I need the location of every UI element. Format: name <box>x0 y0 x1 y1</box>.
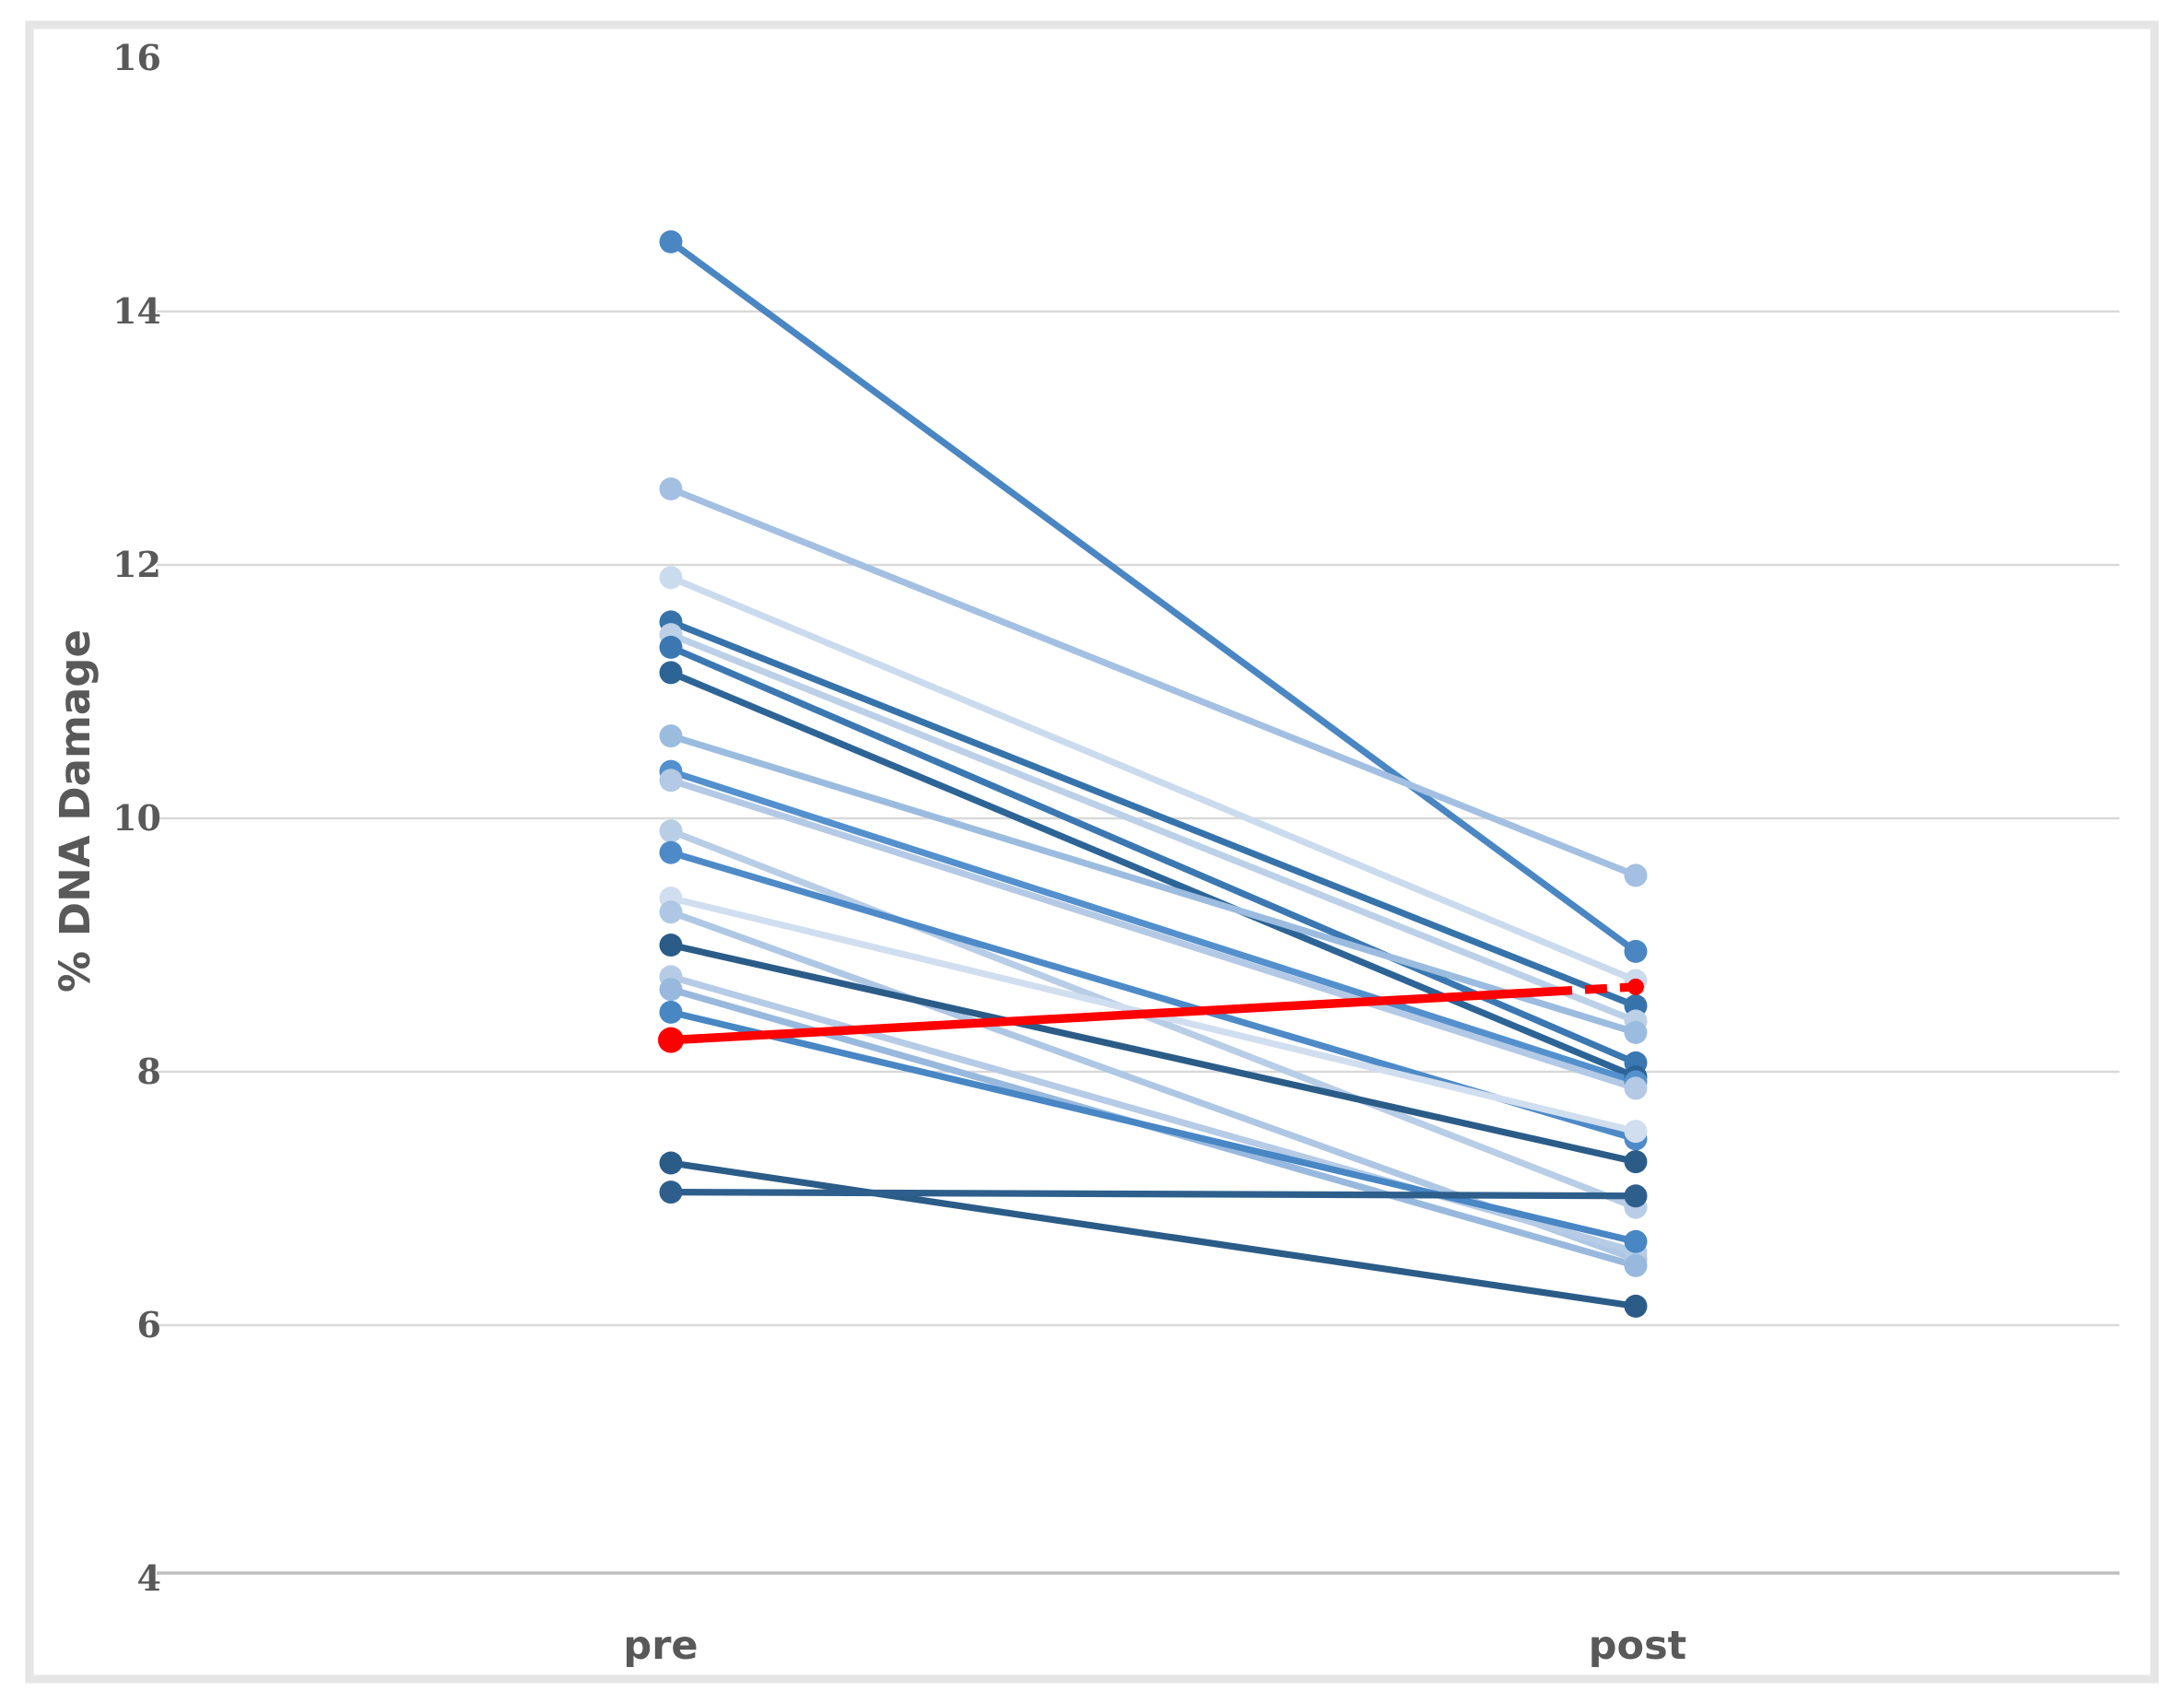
gridlines-layer <box>157 310 2119 1575</box>
mean-line-dashed-tail <box>1549 982 1637 996</box>
post-dot <box>1624 1120 1648 1144</box>
y-axis-tick-label: 14 <box>112 290 161 332</box>
pre-dot <box>659 724 683 748</box>
y-axis-title: % DNA Damage <box>51 629 100 992</box>
post-dot <box>1624 1020 1648 1044</box>
pre-dot <box>659 661 683 685</box>
pre-dot <box>659 477 683 500</box>
series-line <box>667 669 1639 1081</box>
y-axis-tick-label: 4 <box>137 1557 161 1599</box>
pre-dot <box>659 934 683 957</box>
series-line <box>667 777 1639 1092</box>
series-lines-layer <box>667 238 1639 1310</box>
y-axis-tick-label: 10 <box>112 797 161 839</box>
pre-dot <box>659 840 683 864</box>
pre-dot <box>659 229 683 253</box>
post-dot <box>1624 1294 1648 1318</box>
post-dot <box>1624 1150 1648 1174</box>
y-axis-tick-label: 8 <box>137 1051 161 1092</box>
mean-post-dot <box>1627 978 1644 995</box>
mean-pre-dot <box>658 1027 684 1053</box>
post-dot <box>1624 1253 1648 1277</box>
series-line <box>667 1008 1639 1245</box>
x-axis-label-pre: pre <box>623 1623 698 1669</box>
pre-dot <box>659 1151 683 1175</box>
series-line <box>667 238 1639 955</box>
pre-dot <box>659 769 683 793</box>
mean-line-solid <box>666 987 1555 1045</box>
post-dot <box>1624 863 1648 887</box>
y-axis-tick-label: 6 <box>137 1304 161 1345</box>
x-axis-label-post: post <box>1589 1623 1686 1669</box>
post-dot <box>1624 1184 1648 1208</box>
series-line <box>667 1159 1639 1310</box>
pre-dot <box>659 635 683 659</box>
series-dots-layer <box>658 229 1648 1318</box>
series-line <box>667 631 1639 1025</box>
series-line <box>667 768 1639 1086</box>
series-line <box>667 574 1639 984</box>
pre-dot <box>659 978 683 1002</box>
post-dot <box>1624 939 1648 963</box>
series-line <box>667 733 1639 1036</box>
y-axis-ticks-layer: 16 14 12 10 8 6 4 <box>112 37 161 1599</box>
post-dot <box>1624 1229 1648 1253</box>
pre-dot <box>659 819 683 843</box>
pre-dot <box>659 900 683 924</box>
series-line <box>667 1189 1639 1200</box>
pre-dot <box>659 1180 683 1204</box>
y-axis-tick-label: 16 <box>112 37 161 78</box>
series-line <box>667 828 1639 1211</box>
pre-dot <box>659 566 683 590</box>
post-dot <box>1624 1076 1648 1100</box>
y-axis-tick-label: 12 <box>112 544 161 585</box>
series-line <box>667 618 1639 1010</box>
pre-dot <box>659 1000 683 1024</box>
series-line <box>667 941 1639 1166</box>
series-line <box>667 485 1639 879</box>
